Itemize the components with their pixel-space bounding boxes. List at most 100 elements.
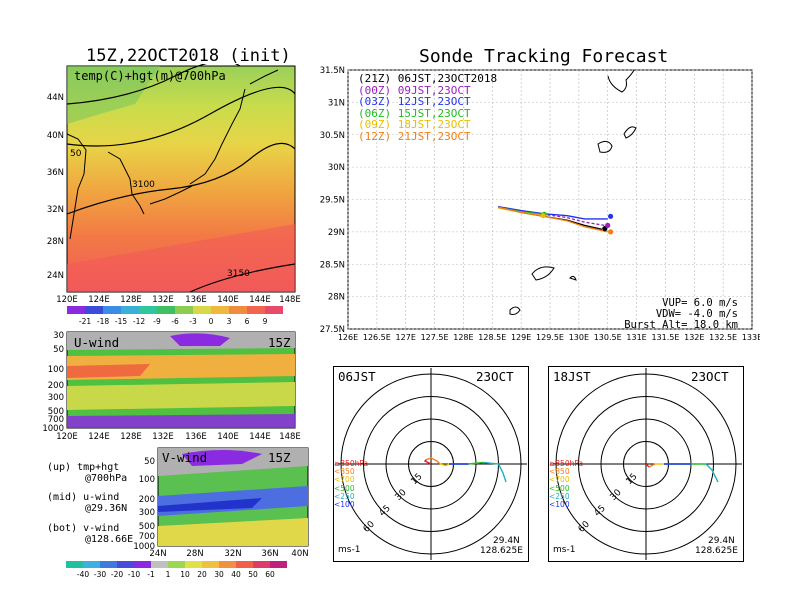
temp-colorbar-label: -12 [133, 317, 145, 326]
islands [509, 69, 637, 315]
track-lon-tick: 127.5E [421, 333, 449, 342]
hodo-unit-06jst: ms-1 [338, 545, 361, 555]
v-wind-time: 15Z [268, 450, 291, 465]
map-lon-tick: 140E [217, 295, 239, 305]
map-lat-tick: 36N [47, 168, 64, 178]
hodo-level: <250 [334, 491, 355, 501]
hodo-lat-06jst: 29.4N [493, 536, 520, 546]
cool-region [67, 66, 160, 124]
map-lon-tick: 144E [249, 295, 271, 305]
hodo-trace [483, 461, 507, 483]
v-pressure-tick: 300 [139, 508, 155, 518]
track-lat-tick: 29.5N [320, 196, 345, 206]
hodo-level: ≥850hPa [549, 459, 584, 468]
legend-entry-21z: (21Z) 06JST,23OCT2018 [358, 72, 498, 85]
u-wind-jet-core [170, 333, 230, 346]
u-wind-cross-section: 30 50 100 200 300 500 700 1000 120E 124E… [42, 331, 300, 442]
temp-colorbar-label: 6 [245, 317, 250, 326]
track-lon-tick: 128.5E [478, 333, 506, 342]
v-wind-jet-core [182, 450, 262, 466]
legend-entry-06z: (06Z) 15JST,23OCT [358, 106, 471, 120]
hodo-level: <500 [549, 483, 570, 493]
track-endpoint [540, 213, 546, 219]
wind-colorbar-label: 1 [166, 570, 171, 579]
hodo-level: <250 [549, 491, 570, 501]
hodo-time-18jst: 18JST [553, 369, 591, 384]
hodo-level: <850 [334, 467, 355, 477]
temperature-height-map: 50 3100 3150 44N 40N 36N 32N 28N 24N 120… [47, 64, 301, 326]
u-lon-tick: 136E [185, 432, 207, 442]
u-pressure-tick: 100 [48, 365, 64, 375]
hodo-level: <500 [334, 483, 355, 493]
u-wind-jet-max [67, 364, 150, 378]
track-lon-tick: 126E [338, 333, 358, 342]
track-lon-tick: 131.5E [651, 333, 679, 342]
track-lat-tick: 31.5N [320, 66, 345, 76]
legend-entry-00z: (00Z) 09JST,23OCT [358, 83, 471, 97]
temp-colorbar-label: -21 [79, 317, 91, 326]
hodo-lon-18jst: 128.625E [695, 546, 738, 556]
temperature-colorbar [67, 306, 283, 314]
launch-parameters: VUP= 6.0 m/s VDW= -4.0 m/s Burst Alt= 18… [624, 298, 738, 331]
temp-colorbar-label: -3 [189, 317, 197, 326]
burst-altitude: Burst Alt= 18.0 km [624, 319, 738, 331]
contour-label-50: 50 [70, 149, 82, 159]
caption-mid: (mid) u-wind @29.36N [47, 492, 128, 514]
u-pressure-tick: 500 [48, 407, 64, 417]
u-lon-tick: 144E [249, 432, 271, 442]
coastlines [66, 69, 279, 240]
temp-colorbar-label: -15 [115, 317, 127, 326]
hodo-level: <100 [334, 500, 355, 510]
track-endpoint [608, 229, 614, 235]
u-lon-tick: 128E [120, 432, 142, 442]
wind-colorbar-label: 60 [265, 570, 275, 579]
hodo-level: <850 [549, 467, 570, 477]
v-pressure-tick: 50 [144, 457, 155, 467]
hodo-trace [439, 463, 450, 467]
track-lat-tick: 29N [328, 228, 345, 238]
u-lon-tick: 140E [217, 432, 239, 442]
track-lon-tick: 131E [626, 333, 646, 342]
wind-colorbar-label: -40 [77, 570, 89, 579]
u-wind-mid-band [67, 382, 295, 410]
legend-entry-12z: (12Z) 21JST,23OCT [358, 129, 471, 143]
hodo-lat-18jst: 29.4N [708, 536, 735, 546]
wind-colorbar-label: 40 [231, 570, 241, 579]
map-lon-tick: 132E [152, 295, 174, 305]
u-pressure-tick: 700 [48, 415, 64, 425]
track-lon-tick: 130E [569, 333, 589, 342]
track-lat-tick: 31N [328, 98, 345, 108]
sonde-track-map: 31.5N 31N 30.5N 30N 29.5N 29N 28.5N 28N 27.5N 12… [320, 66, 760, 342]
hodo-trace [426, 457, 441, 465]
u-pressure-tick: 1000 [42, 424, 64, 434]
temp-colorbar-label: -6 [171, 317, 179, 326]
track-lon-tick: 132.5E [709, 333, 737, 342]
v-wind-surface-band [158, 518, 308, 546]
v-lat-tick: 28N [186, 549, 203, 558]
u-pressure-tick: 30 [53, 331, 64, 341]
wind-colorbar-label: -1 [147, 570, 155, 579]
temp-colorbar-label: -9 [153, 317, 161, 326]
legend-entry-09z: (09Z) 18JST,23OCT [358, 118, 471, 132]
u-lon-tick: 132E [152, 432, 174, 442]
track-lon-tick: 127E [396, 333, 416, 342]
track-line [497, 206, 608, 233]
temp-colorbar-label: 9 [263, 317, 268, 326]
wind-colorbar-label: 30 [214, 570, 224, 579]
v-pressure-tick: 700 [139, 532, 155, 542]
track-endpoint [605, 222, 611, 228]
track-legend: (21Z) 06JST,23OCT2018 (00Z) 09JST,23OCT … [358, 73, 497, 143]
hodo-level: <700 [334, 475, 355, 485]
track-line [497, 205, 605, 227]
wind-colorbar-label: 10 [180, 570, 190, 579]
track-lon-tick: 130.5E [594, 333, 622, 342]
map-field-label: temp(C)+hgt(m)@700hPa [74, 69, 226, 83]
caption-top: (up) tmp+hgt @700hPa [47, 462, 128, 484]
wind-colorbar-label: -30 [94, 570, 106, 579]
contour-label-3150: 3150 [227, 269, 250, 279]
hodo-date-06jst: 23OCT [476, 369, 514, 384]
map-lon-tick: 136E [185, 295, 207, 305]
height-contours [66, 64, 296, 293]
contour-label-3100: 3100 [132, 180, 155, 190]
v-lat-tick: 32N [224, 549, 241, 558]
